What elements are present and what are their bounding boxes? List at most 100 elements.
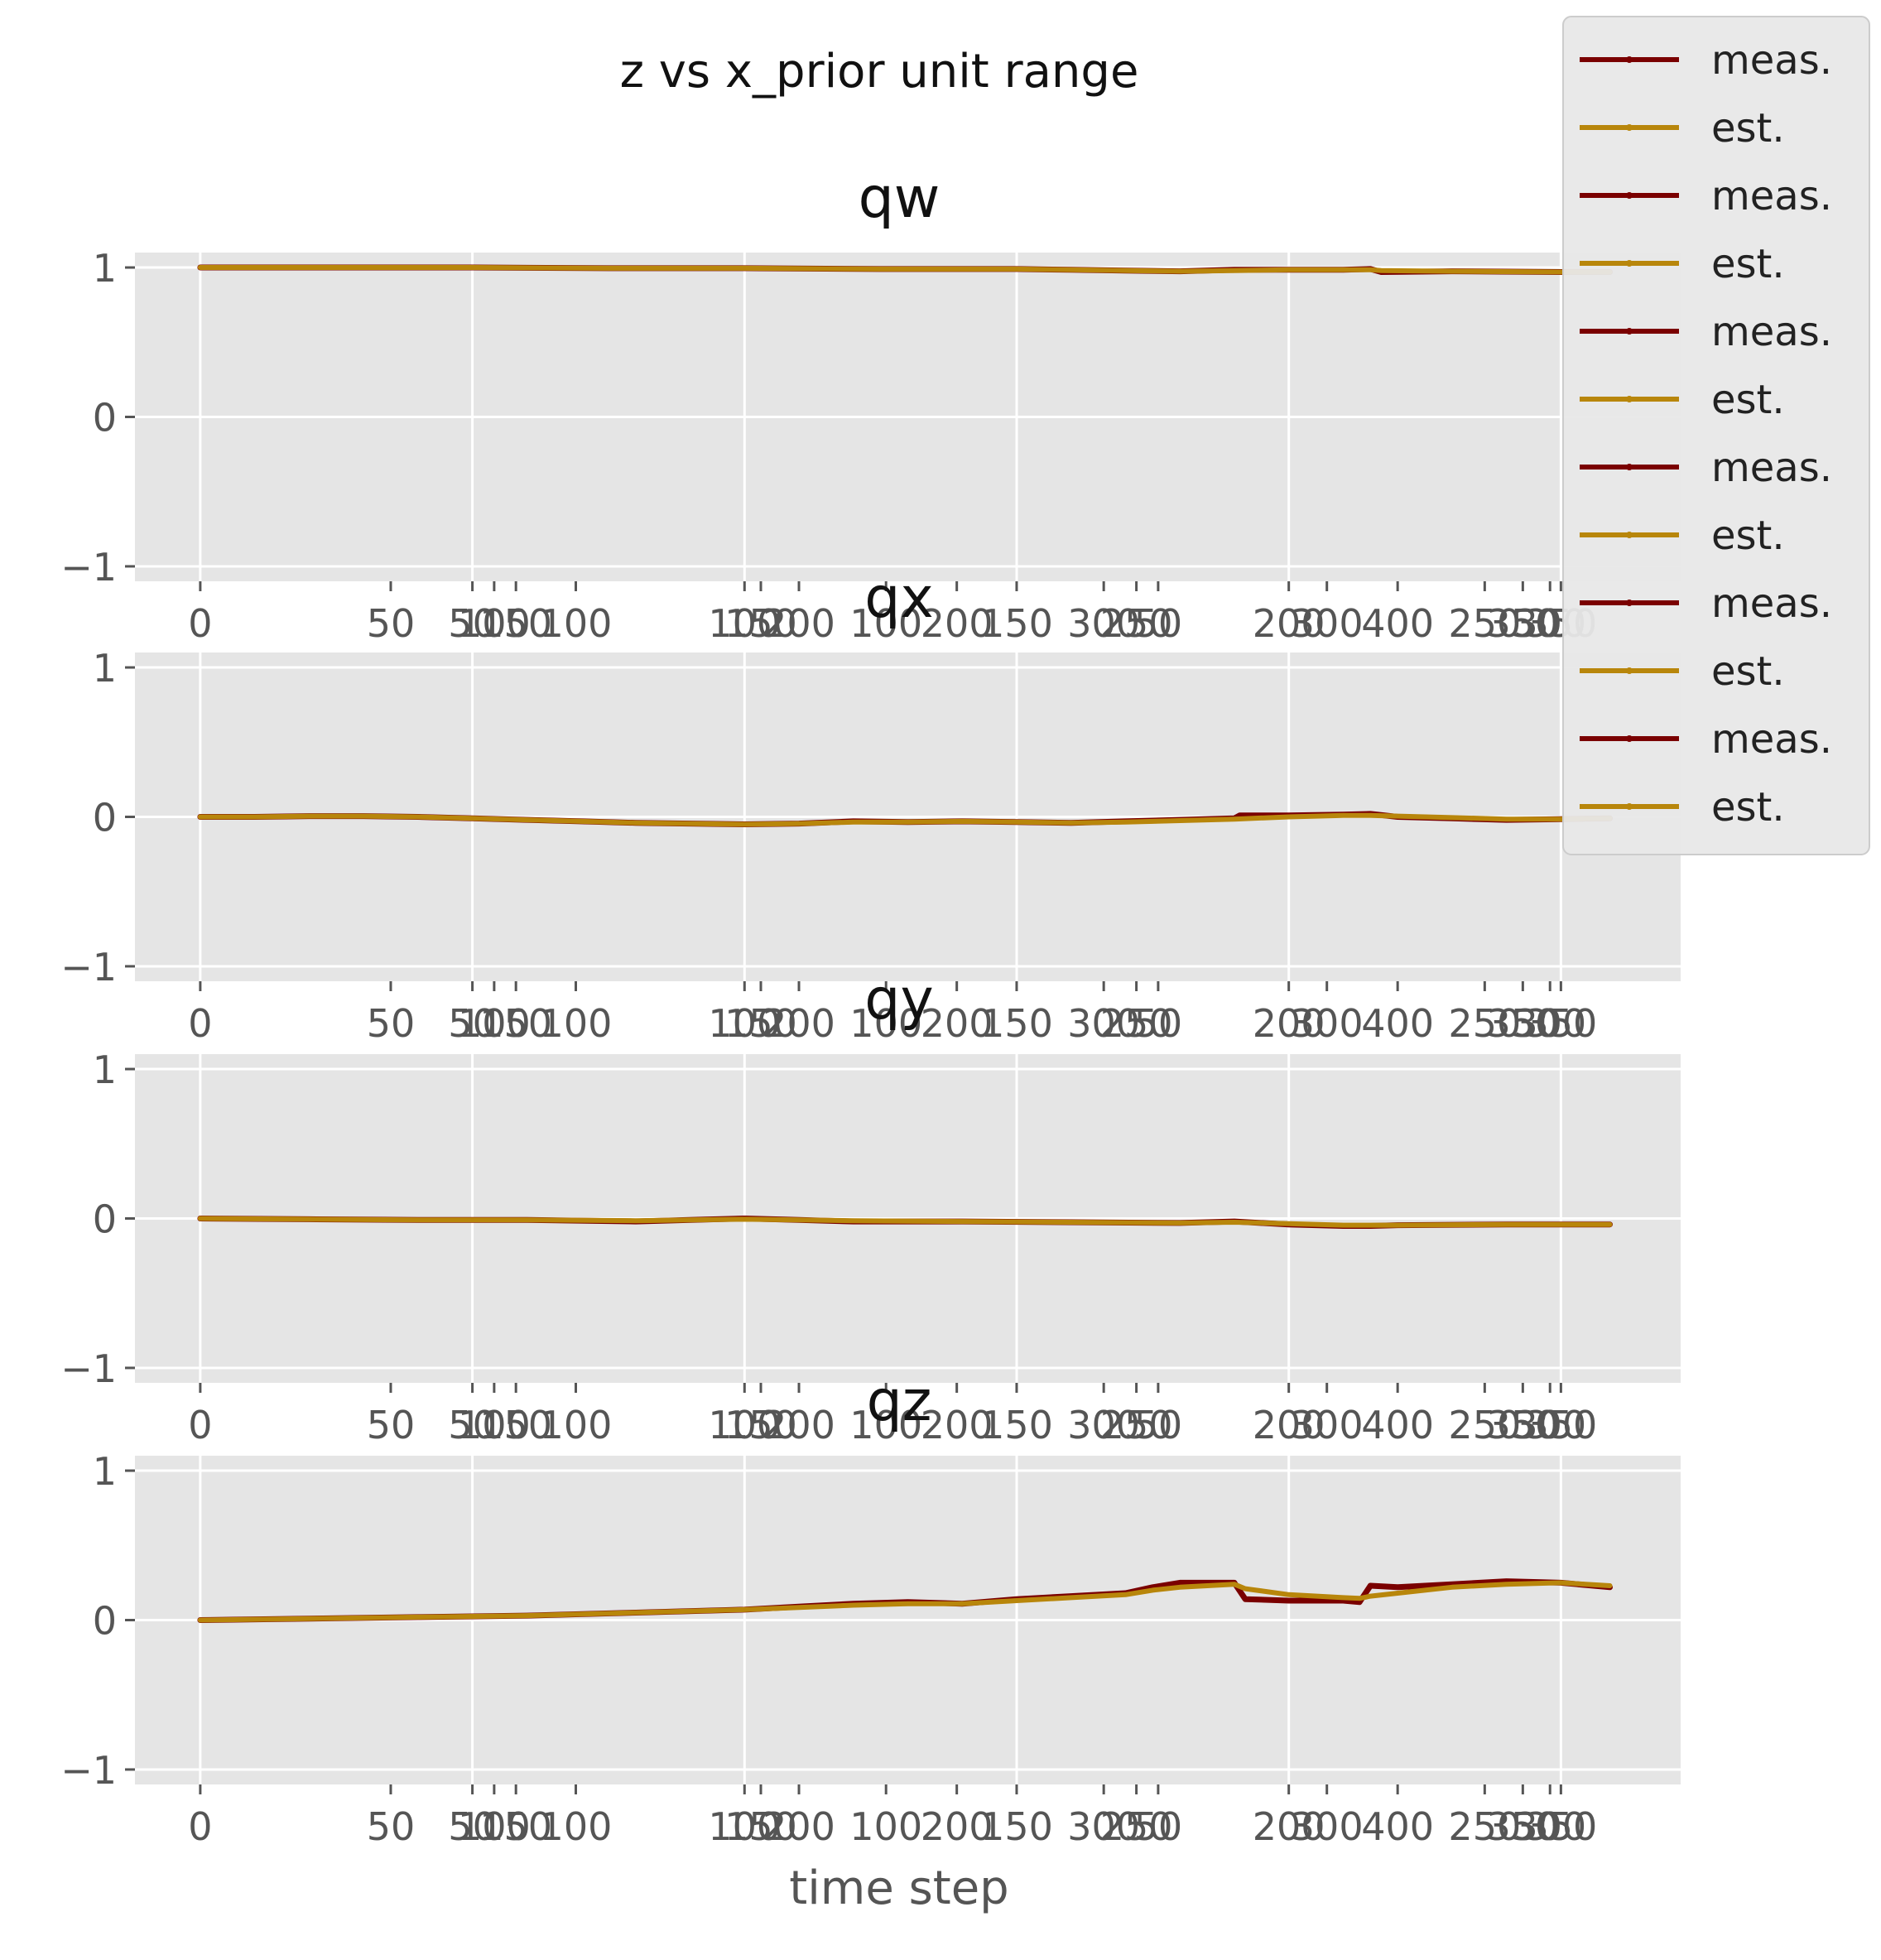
x-tick-label: 100 <box>458 1804 531 1849</box>
x-tick-label: 200 <box>921 1804 993 1849</box>
x-tick-label: 150 <box>724 1001 797 1046</box>
series-line-est <box>197 1580 1613 1623</box>
x-tick-label: 350 <box>1524 1403 1597 1447</box>
x-tick-label: 200 <box>921 1403 993 1447</box>
legend-marker <box>1626 56 1633 63</box>
series-line-est <box>197 812 1613 827</box>
x-tick-label: 400 <box>1361 1403 1434 1447</box>
legend-label: est. <box>1711 241 1785 287</box>
x-tick-label: 400 <box>1361 1001 1434 1046</box>
x-tick-label: 250 <box>1448 1001 1521 1046</box>
x-tick-label: 50 <box>1134 1804 1183 1849</box>
y-tick-label: −1 <box>60 1748 117 1793</box>
y-tick-label: −1 <box>60 545 117 590</box>
legend-item: est. <box>1580 241 1785 287</box>
x-tick-label: 200 <box>1253 1403 1325 1447</box>
x-tick-label: 100 <box>708 601 781 646</box>
subplot-title: qy <box>864 967 933 1033</box>
x-tick-label: 200 <box>763 601 835 646</box>
x-tick-label: 50 <box>367 601 416 646</box>
y-tick-label: 1 <box>93 246 117 291</box>
x-tick-label: 300 <box>1513 1403 1586 1447</box>
legend-marker <box>1626 735 1633 742</box>
x-tick-label: 0 <box>188 1403 212 1447</box>
x-tick-label: 150 <box>479 1403 552 1447</box>
y-tick-label: 1 <box>93 1449 117 1494</box>
x-tick-label: 300 <box>1513 1001 1586 1046</box>
x-tick-label: 300 <box>1291 1001 1364 1046</box>
y-tick-label: 1 <box>93 1047 117 1092</box>
x-tick-label: 100 <box>458 1001 531 1046</box>
legend-item: meas. <box>1580 173 1832 219</box>
x-tick-label: 50 <box>448 1403 497 1447</box>
x-tick-label: 50 <box>448 601 497 646</box>
legend-label: est. <box>1711 105 1785 152</box>
legend-marker <box>1626 328 1633 335</box>
x-tick-label: 300 <box>1067 1403 1140 1447</box>
legend-item: meas. <box>1580 716 1832 763</box>
legend-marker <box>1626 124 1633 131</box>
x-tick-label: 250 <box>1448 1804 1521 1849</box>
legend-item: est. <box>1580 513 1785 559</box>
x-tick-label: 200 <box>921 1001 993 1046</box>
x-tick-label: 350 <box>1486 1403 1559 1447</box>
x-tick-label: 0 <box>188 1804 212 1849</box>
y-tick-label: 0 <box>93 1599 117 1644</box>
legend-label: meas. <box>1711 173 1832 219</box>
y-tick-label: −1 <box>60 1346 117 1391</box>
y-tick-label: 0 <box>93 396 117 441</box>
series-line-est <box>197 1216 1613 1228</box>
x-tick-label: 150 <box>724 1403 797 1447</box>
x-tick-label: 150 <box>980 1001 1053 1046</box>
x-tick-label: 100 <box>540 1001 613 1046</box>
legend-item: meas. <box>1580 37 1832 84</box>
x-tick-label: 250 <box>1100 1403 1173 1447</box>
x-tick-label: 150 <box>724 601 797 646</box>
legend-label: meas. <box>1711 716 1832 763</box>
legend-label: meas. <box>1711 580 1832 627</box>
x-tick-label: 250 <box>1448 1403 1521 1447</box>
x-tick-label: 100 <box>849 1804 922 1849</box>
legend-label: meas. <box>1711 309 1832 355</box>
legend-marker <box>1626 396 1633 402</box>
x-tick-label: 400 <box>1361 1804 1434 1849</box>
x-tick-label: 400 <box>1361 601 1434 646</box>
legend-item: est. <box>1580 784 1785 831</box>
x-tick-label: 150 <box>479 601 552 646</box>
x-tick-label: 300 <box>1067 1001 1140 1046</box>
x-tick-label: 150 <box>980 1804 1053 1849</box>
x-tick-label: 150 <box>980 601 1053 646</box>
x-tick-label: 100 <box>540 1804 613 1849</box>
legend-marker <box>1626 667 1633 674</box>
legend-marker <box>1626 600 1633 606</box>
x-tick-label: 200 <box>763 1001 835 1046</box>
legend-item: meas. <box>1580 445 1832 491</box>
legend-marker <box>1626 464 1633 470</box>
series-line-est <box>197 265 1613 275</box>
figure-title: z vs x_prior unit range <box>620 45 1139 99</box>
x-tick-label: 250 <box>1100 601 1173 646</box>
legend-marker <box>1626 532 1633 538</box>
y-tick-label: −1 <box>60 945 117 990</box>
x-axis-label: time step <box>789 1861 1008 1915</box>
legend-frame <box>1562 16 1870 855</box>
legend-label: est. <box>1711 377 1785 423</box>
subplot-title: qx <box>864 566 933 631</box>
x-tick-label: 100 <box>849 601 922 646</box>
x-tick-label: 100 <box>458 601 531 646</box>
x-tick-label: 50 <box>448 1001 497 1046</box>
x-tick-label: 200 <box>1253 1001 1325 1046</box>
x-tick-label: 200 <box>921 601 993 646</box>
legend-marker <box>1626 260 1633 267</box>
x-tick-label: 350 <box>1486 601 1559 646</box>
x-tick-label: 300 <box>1067 601 1140 646</box>
x-tick-label: 350 <box>1486 1001 1559 1046</box>
subplot-title: qw <box>859 166 940 231</box>
x-tick-label: 200 <box>763 1804 835 1849</box>
y-tick-label: 1 <box>93 646 117 691</box>
legend-label: meas. <box>1711 37 1832 84</box>
x-tick-label: 50 <box>367 1804 416 1849</box>
